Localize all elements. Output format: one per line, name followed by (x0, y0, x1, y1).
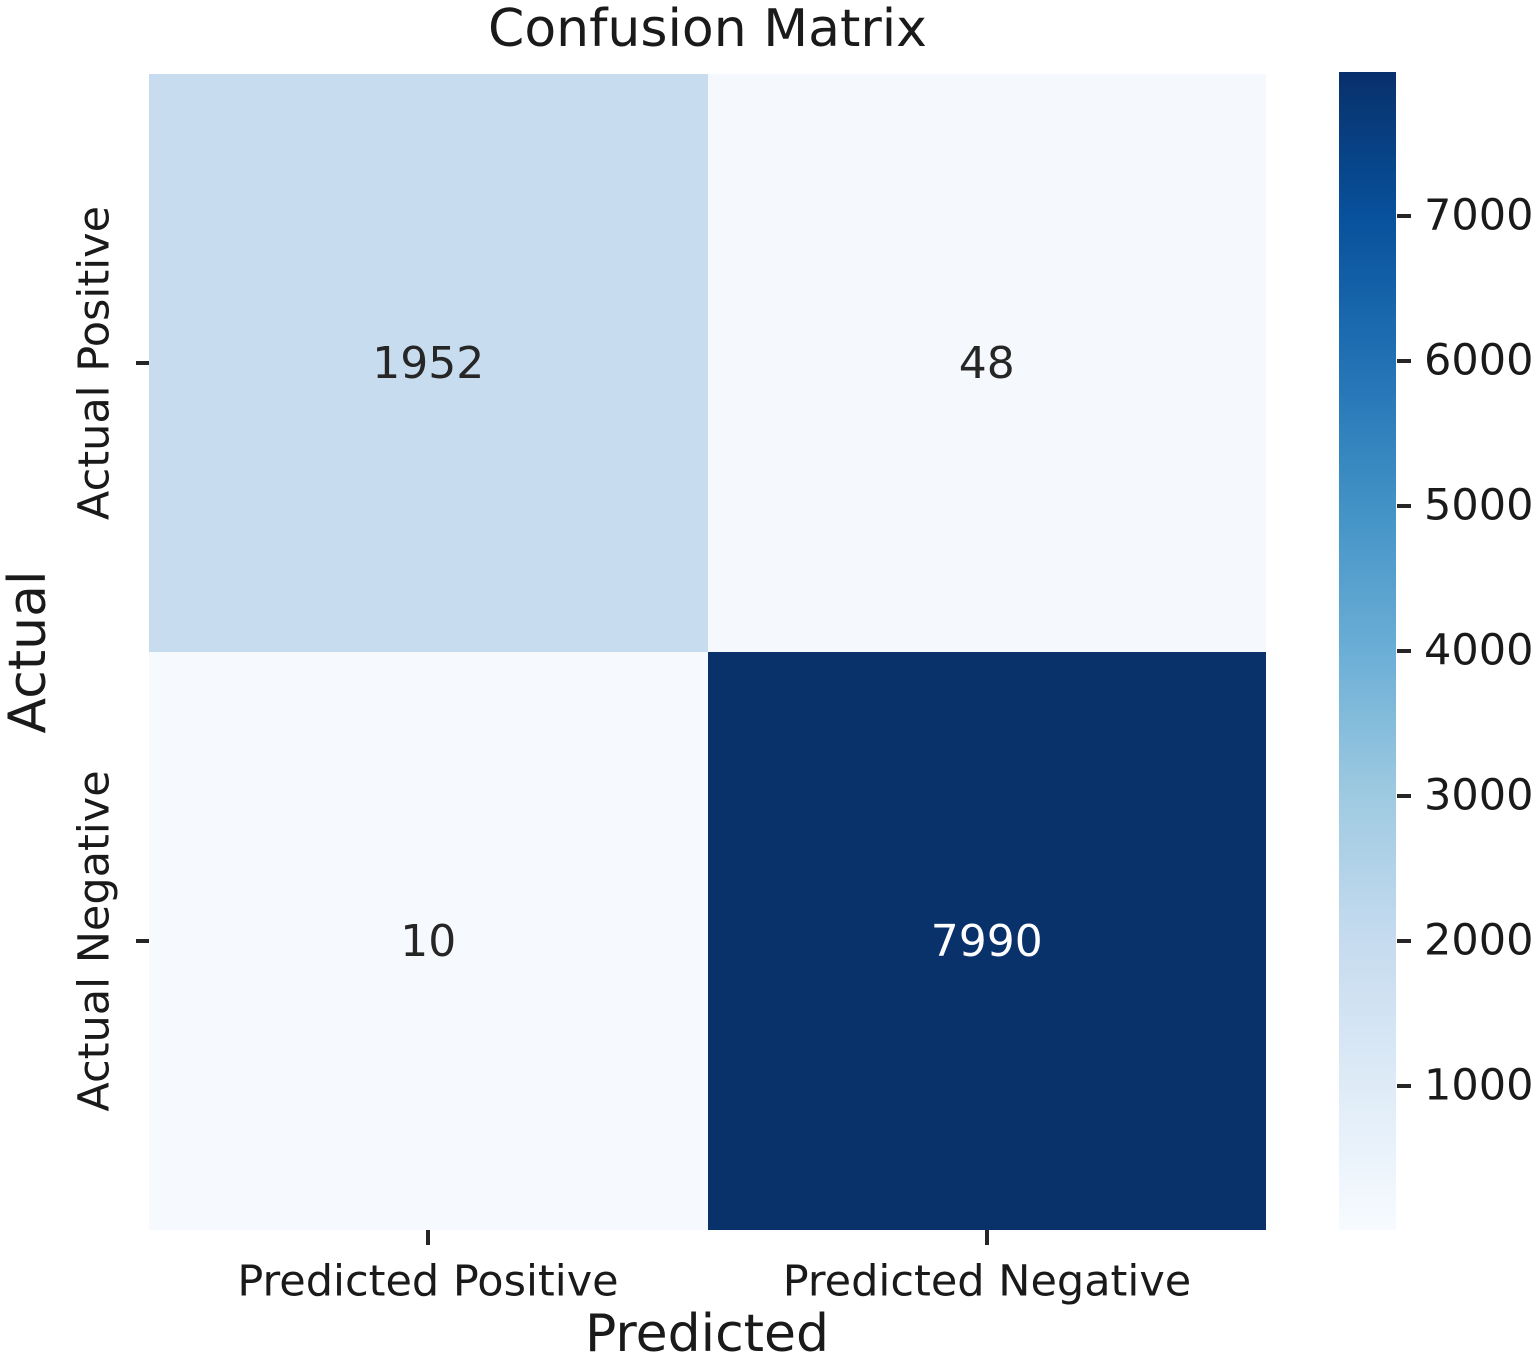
colorbar-tick-label-3000: 3000 (1424, 770, 1534, 821)
colorbar-tick-mark-2000 (1397, 939, 1411, 943)
cell-false-negative: 48 (707, 74, 1266, 652)
y-axis-label: Actual (0, 570, 58, 734)
chart-title: Confusion Matrix (488, 0, 927, 59)
colorbar-tick-mark-4000 (1397, 649, 1411, 653)
y-tick-label-actual-positive: Actual Positive (69, 205, 120, 521)
x-tick-label-predicted-negative: Predicted Negative (782, 1256, 1192, 1307)
x-tick-mark-predicted-negative (985, 1230, 989, 1245)
cell-true-negative: 7990 (707, 652, 1266, 1230)
cell-value-false-positive: 10 (400, 915, 457, 967)
colorbar-tick-label-6000: 6000 (1424, 335, 1534, 386)
colorbar-tick-mark-6000 (1397, 359, 1411, 363)
cell-false-positive: 10 (149, 652, 708, 1230)
colorbar-tick-label-7000: 7000 (1424, 190, 1534, 241)
colorbar-tick-mark-3000 (1397, 794, 1411, 798)
colorbar-tick-label-2000: 2000 (1424, 915, 1534, 966)
cell-value-false-negative: 48 (958, 337, 1015, 389)
colorbar-tick-mark-5000 (1397, 504, 1411, 508)
colorbar-tick-mark-7000 (1397, 214, 1411, 218)
colorbar-tick-label-4000: 4000 (1424, 625, 1534, 676)
x-tick-mark-predicted-positive (426, 1230, 430, 1245)
colorbar-tick-mark-1000 (1397, 1084, 1411, 1088)
x-tick-label-predicted-positive: Predicted Positive (237, 1256, 619, 1307)
x-axis-label: Predicted (584, 1304, 830, 1364)
y-tick-mark-actual-negative (136, 939, 149, 943)
heatmap: 1952 48 10 7990 (149, 74, 1266, 1230)
cell-value-true-positive: 1952 (372, 337, 485, 389)
y-tick-mark-actual-positive (136, 361, 149, 365)
cell-true-positive: 1952 (149, 74, 708, 652)
y-tick-label-actual-negative: Actual Negative (69, 770, 120, 1112)
colorbar (1339, 72, 1396, 1230)
colorbar-tick-label-5000: 5000 (1424, 480, 1534, 531)
colorbar-tick-label-1000: 1000 (1424, 1060, 1534, 1111)
cell-value-true-negative: 7990 (930, 915, 1043, 967)
colorbar-gradient (1339, 72, 1396, 1230)
